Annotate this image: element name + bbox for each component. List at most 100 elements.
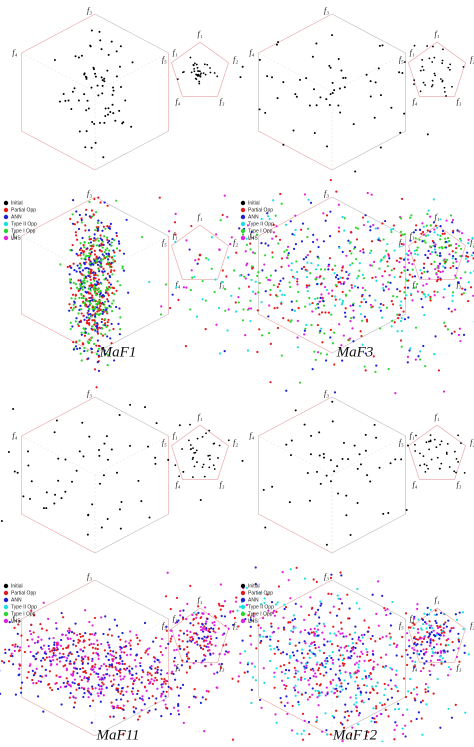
- point: [32, 682, 34, 684]
- point: [106, 286, 108, 288]
- point: [440, 279, 442, 281]
- point: [95, 284, 97, 286]
- point: [452, 230, 454, 232]
- point: [301, 652, 303, 654]
- point: [387, 512, 389, 514]
- point: [77, 264, 79, 266]
- point: [151, 674, 153, 676]
- point: [116, 662, 118, 664]
- point: [73, 706, 75, 708]
- point: [329, 211, 331, 213]
- point: [171, 635, 173, 637]
- point: [423, 240, 425, 242]
- point: [67, 644, 69, 646]
- point: [99, 305, 101, 307]
- point: [72, 199, 74, 201]
- point: [160, 673, 162, 675]
- point: [202, 660, 204, 662]
- point: [397, 317, 399, 319]
- point: [350, 317, 352, 319]
- point: [171, 630, 173, 632]
- point: [193, 70, 195, 72]
- point: [186, 660, 188, 662]
- point: [14, 650, 16, 652]
- point: [79, 283, 81, 285]
- point: [355, 694, 357, 696]
- point: [98, 240, 100, 242]
- point: [202, 623, 204, 625]
- point: [200, 702, 202, 704]
- point: [203, 639, 205, 641]
- point: [382, 287, 384, 289]
- point: [310, 628, 312, 630]
- point: [116, 669, 118, 671]
- point: [78, 290, 80, 292]
- point: [400, 272, 402, 274]
- point: [100, 313, 102, 315]
- point: [381, 275, 383, 277]
- point: [448, 245, 450, 247]
- point: [96, 639, 98, 641]
- point: [432, 240, 434, 242]
- point: [129, 644, 131, 646]
- point: [178, 646, 180, 648]
- point: [441, 81, 443, 83]
- point: [417, 246, 419, 248]
- point: [48, 637, 50, 639]
- point: [252, 291, 254, 293]
- point: [429, 641, 431, 643]
- point: [267, 215, 269, 217]
- point: [312, 687, 314, 689]
- point: [115, 652, 117, 654]
- point: [110, 702, 112, 704]
- point: [383, 607, 385, 609]
- point: [363, 619, 365, 621]
- point: [421, 59, 423, 61]
- point: [235, 597, 237, 599]
- legend-marker: [241, 619, 245, 623]
- point: [394, 458, 396, 460]
- point: [103, 78, 105, 80]
- point: [226, 329, 228, 331]
- point: [56, 419, 58, 421]
- point: [281, 354, 283, 356]
- point: [434, 614, 436, 616]
- point: [354, 632, 356, 634]
- point: [401, 72, 403, 74]
- point: [96, 310, 98, 312]
- point: [98, 449, 100, 451]
- point: [304, 306, 306, 308]
- point: [285, 390, 287, 392]
- point: [170, 608, 172, 610]
- point: [20, 634, 22, 636]
- point: [79, 285, 81, 287]
- point: [19, 646, 21, 648]
- point: [76, 634, 78, 636]
- point: [102, 156, 104, 158]
- point: [71, 309, 73, 311]
- point: [421, 222, 423, 224]
- point: [198, 81, 200, 83]
- point: [100, 234, 102, 236]
- point: [205, 328, 207, 330]
- point: [270, 625, 272, 627]
- point: [443, 650, 445, 652]
- point: [272, 631, 274, 633]
- point: [384, 688, 386, 690]
- point: [82, 269, 84, 271]
- point: [154, 667, 156, 669]
- point: [79, 254, 81, 256]
- point: [445, 241, 447, 243]
- point: [131, 691, 133, 693]
- point: [275, 611, 277, 613]
- point: [181, 660, 183, 662]
- point: [269, 289, 271, 291]
- point: [87, 333, 89, 335]
- point: [405, 612, 407, 614]
- point: [75, 210, 77, 212]
- point: [78, 228, 80, 230]
- point: [76, 668, 78, 670]
- point: [0, 693, 1, 695]
- point: [44, 659, 46, 661]
- point: [361, 295, 363, 297]
